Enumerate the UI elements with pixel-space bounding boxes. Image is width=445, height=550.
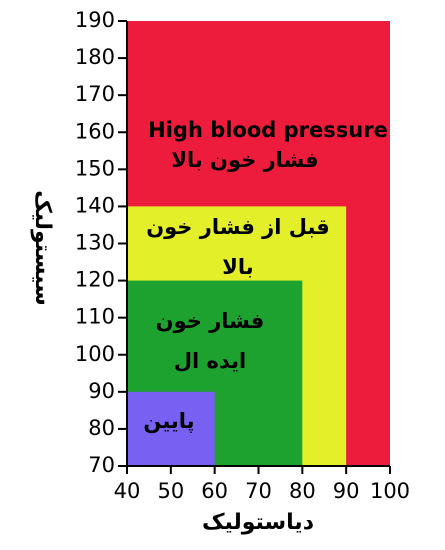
x-tick-label-40: 40 — [114, 479, 141, 503]
y-tick-label-170: 170 — [75, 82, 115, 106]
region-label-pre-1: قبل از فشار خون — [146, 215, 330, 239]
x-tick-label-90: 90 — [333, 479, 360, 503]
x-tick-label-50: 50 — [157, 479, 184, 503]
region-label-high-2: فشار خون بالا — [171, 148, 318, 172]
y-tick-label-120: 120 — [75, 268, 115, 292]
x-tick-label-70: 70 — [245, 479, 272, 503]
x-axis-title: دیاستولیک — [202, 510, 314, 535]
region-label-pre-2: بالا — [222, 255, 253, 279]
y-tick-label-70: 70 — [88, 453, 115, 477]
x-tick-label-80: 80 — [289, 479, 316, 503]
y-tick-label-100: 100 — [75, 342, 115, 366]
y-tick-label-110: 110 — [75, 305, 115, 329]
region-label-high-1: High blood pressure — [148, 118, 388, 142]
chart-region-labels: High blood pressure فشار خون بالا قبل از ف… — [143, 118, 387, 433]
y-tick-label-180: 180 — [75, 45, 115, 69]
y-tick-label-90: 90 — [88, 379, 115, 403]
y-tick-label-140: 140 — [75, 193, 115, 217]
region-label-low-1: پایین — [143, 409, 194, 433]
region-label-ideal-1: فشار خون — [156, 309, 265, 333]
y-tick-label-190: 190 — [75, 8, 115, 32]
y-tick-label-80: 80 — [88, 416, 115, 440]
y-tick-label-130: 130 — [75, 231, 115, 255]
y-tick-label-160: 160 — [75, 119, 115, 143]
region-label-ideal-2: ایده ال — [174, 349, 246, 373]
y-axis-title: سیستولیک — [30, 190, 55, 306]
x-tick-label-60: 60 — [201, 479, 228, 503]
region-low — [127, 391, 215, 466]
x-tick-label-100: 100 — [370, 479, 410, 503]
chart-axes: 70 80 90 100 110 120 130 140 150 160 170 180 190 40 50… — [75, 8, 410, 503]
chart-regions — [127, 21, 390, 466]
y-tick-label-150: 150 — [75, 156, 115, 180]
